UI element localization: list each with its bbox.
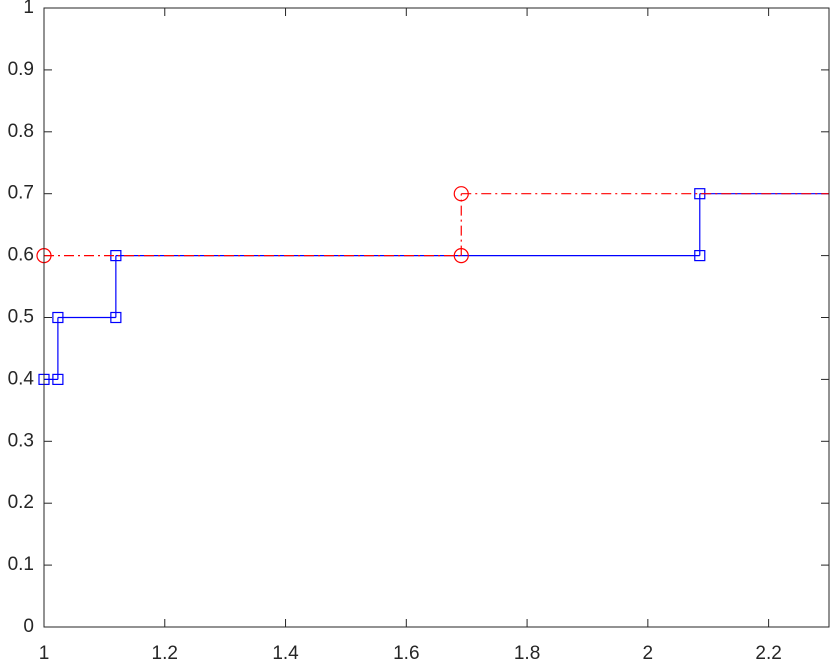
marker — [52, 373, 64, 385]
marker — [453, 248, 469, 264]
y-tick-label: 0 — [23, 616, 34, 637]
y-tick-label: 0.6 — [8, 245, 34, 266]
y-tick-label: 1 — [23, 0, 34, 18]
y-tick-label: 0.1 — [8, 554, 34, 575]
y-tick-label: 0.7 — [8, 183, 34, 204]
marker — [110, 311, 122, 324]
y-tick-label: 0.3 — [8, 430, 34, 451]
marker — [52, 311, 64, 324]
x-tick-label: 2.2 — [755, 643, 781, 664]
x-tick-label: 1.2 — [152, 643, 178, 664]
y-tick-label: 0.2 — [8, 492, 34, 513]
y-tick-label: 0.5 — [8, 307, 34, 328]
marker — [694, 250, 706, 262]
x-tick-label: 1.8 — [514, 643, 540, 664]
x-tick-label: 1 — [39, 643, 50, 664]
marker — [453, 186, 469, 202]
x-tick-label: 1.6 — [393, 643, 419, 664]
x-tick-label: 2 — [643, 643, 654, 664]
y-tick-label: 0.9 — [8, 59, 34, 80]
y-tick-label: 0.8 — [8, 121, 34, 142]
x-tick-label: 1.4 — [272, 643, 299, 664]
y-tick-label: 0.4 — [8, 368, 35, 389]
axes-box — [43, 7, 830, 628]
